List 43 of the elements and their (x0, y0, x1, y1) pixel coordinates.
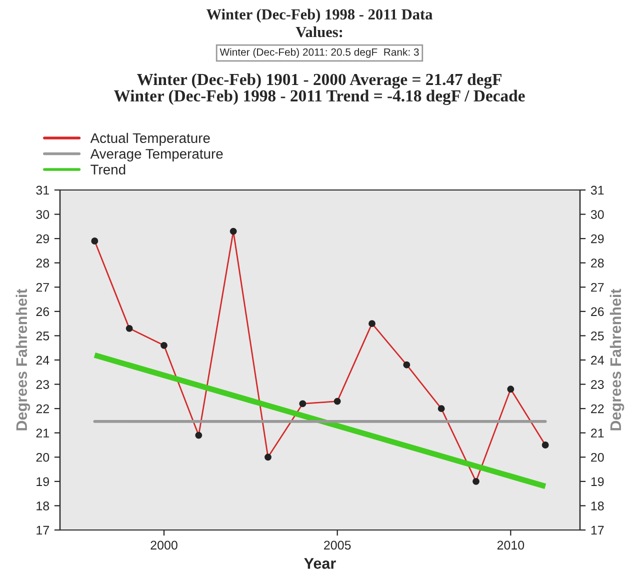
legend-label: Average Temperature (90, 149, 223, 162)
y-axis-title: Degrees Fahrenheit (16, 288, 30, 430)
legend-label: Actual Temperature (90, 132, 210, 146)
y-tick-label: 28 (36, 258, 50, 268)
y-tick-label: 22 (36, 404, 49, 414)
y-tick-label: 25 (36, 332, 50, 340)
x-tick-label: 2005 (324, 540, 351, 550)
x-tick-label: 2000 (150, 540, 178, 550)
y2-tick-label: 22 (591, 404, 604, 414)
y-tick-label: 30 (36, 210, 50, 219)
y-tick-label: 20 (36, 452, 50, 462)
y-tick-label: 23 (36, 380, 50, 389)
x-tick-label: 2010 (497, 540, 524, 550)
text: Values: (296, 26, 342, 38)
y-tick-label: 26 (36, 307, 50, 316)
y2-tick-label: 31 (590, 186, 604, 195)
y2-tick-label: 25 (591, 332, 604, 340)
y2-tick-label: 23 (591, 380, 604, 389)
y-tick-label: 21 (36, 428, 49, 438)
chart-title: Winter (Dec-Feb) 1998 - 2011 Data (206, 8, 432, 23)
y2-tick-label: 21 (591, 428, 604, 438)
y-tick-label: 18 (36, 502, 50, 510)
y2-tick-label: 29 (591, 234, 604, 244)
y2-tick-label: 27 (591, 282, 604, 292)
y2-tick-label: 20 (591, 452, 604, 462)
y2-tick-label: 18 (591, 502, 604, 510)
x-axis-title: Year (304, 558, 336, 569)
text: Winter (Dec-Feb) 2011: 20.5 degF Rank: 3 (220, 48, 419, 58)
y2-tick-label: 17 (591, 526, 604, 535)
legend-label: Trend (90, 164, 126, 174)
y2-tick-label: 26 (591, 307, 604, 316)
y2-axis-title: Degrees Fahrenheit (610, 288, 624, 430)
y2-tick-label: 28 (591, 258, 604, 268)
y-tick-label: 24 (36, 356, 50, 365)
y-tick-label: 19 (36, 477, 49, 486)
y2-tick-label: 30 (590, 210, 604, 219)
y2-tick-label: 19 (591, 477, 604, 486)
y-tick-label: 17 (36, 526, 49, 535)
y-tick-label: 27 (36, 282, 49, 292)
y-tick-label: 29 (36, 234, 49, 244)
chart-subtitle: Winter (Dec-Feb) 1901 - 2000 Average = 21.47 degF Winter (Dec-Feb) 1998 - 2011 Trend = -4.18 degF / Decade (114, 73, 525, 106)
y2-tick-label: 24 (591, 356, 604, 365)
y-tick-label: 31 (36, 186, 49, 195)
